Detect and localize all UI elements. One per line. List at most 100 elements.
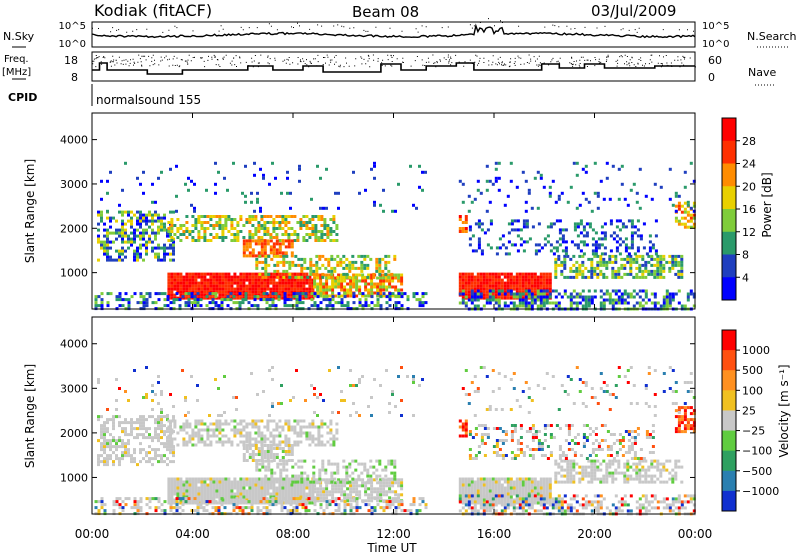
power-cell-973	[193, 295, 197, 299]
power-cell-22	[173, 284, 177, 288]
power-cell-356	[290, 272, 294, 276]
velocity-cell-1433	[650, 494, 654, 498]
velocity-cell-124	[209, 486, 213, 490]
velocity-cell-765	[509, 483, 513, 487]
power-cell-2169	[327, 260, 331, 264]
power-cell-2496	[501, 243, 505, 247]
power-cell-1628	[142, 231, 145, 235]
power-cell-1558	[121, 231, 124, 235]
power-cell-1460	[665, 301, 669, 305]
power-cell-1422	[635, 301, 639, 305]
power-cell-2779	[262, 176, 265, 180]
power-cell-962	[184, 292, 188, 296]
power-cell-1694	[163, 249, 166, 253]
velocity-cell-193	[233, 483, 237, 487]
power-cell-2312	[590, 275, 594, 279]
power-cell-1430	[641, 304, 645, 308]
velocity-cell-1578	[124, 445, 127, 449]
power-cell-2402	[647, 260, 651, 264]
power-cell-1537	[112, 258, 115, 262]
velocity-cell-1871	[254, 431, 258, 435]
velocity-cell-531	[361, 481, 365, 485]
power-cell-1114	[346, 301, 350, 305]
velocity-cell-834	[533, 480, 537, 484]
power-cell-2713	[458, 215, 462, 218]
power-cell-2369	[629, 254, 633, 258]
power-cell-16	[170, 293, 174, 297]
power-cell-1662	[154, 219, 157, 223]
velocity-cell-1497	[100, 436, 103, 440]
velocity-cell-713	[491, 483, 495, 487]
power-cell-1601	[136, 216, 139, 220]
power-cell-2638	[624, 225, 628, 229]
power-cell-1900	[278, 215, 282, 218]
velocity-cell-534	[364, 481, 368, 485]
power-cell-239	[248, 290, 252, 294]
power-cell-1453	[662, 301, 666, 305]
power-cell-305	[272, 278, 276, 282]
velocity-cell-903	[115, 497, 119, 501]
power-cell-400	[302, 296, 306, 300]
velocity-cell-1235	[485, 509, 489, 513]
power-cell-1565	[121, 258, 124, 262]
power-cell-2518	[522, 222, 526, 226]
velocity-cell-852	[539, 483, 543, 487]
power-cell-1918	[287, 221, 291, 224]
velocity-cell-897	[103, 509, 107, 513]
power-cell-521	[355, 282, 359, 286]
power-cell-2690	[680, 222, 684, 226]
power-cell-1553	[121, 213, 124, 217]
velocity-cell-636	[464, 492, 468, 496]
power-cell-2909	[635, 200, 639, 204]
power-cell-1861	[257, 221, 261, 224]
velocity-cell-739	[500, 483, 504, 487]
power-cell-280	[263, 278, 267, 282]
velocity-cell-845	[536, 489, 540, 493]
velocity-cell-1897	[269, 431, 273, 435]
velocity-cell-237	[248, 489, 252, 493]
velocity-cell-544	[367, 496, 371, 500]
velocity-cell-1085	[304, 506, 308, 510]
power-cell-1822	[230, 224, 234, 227]
velocity-cell-1114	[337, 503, 341, 507]
power-cell-1814	[224, 224, 228, 227]
power-cell-2201	[348, 266, 352, 270]
velocity-cell-1919	[281, 440, 285, 444]
power-cell-2514	[519, 228, 523, 232]
power-cell-684	[482, 272, 486, 276]
power-cell-1700	[166, 234, 169, 238]
power-cell-1172	[412, 295, 416, 299]
velocity-cell-670	[476, 489, 480, 493]
power-cell-2722	[464, 221, 468, 224]
power-cell-2214	[360, 260, 364, 264]
velocity-cell-1448	[665, 506, 669, 510]
velocity-cell-1084	[304, 503, 308, 507]
velocity-cell-720	[494, 477, 498, 481]
velocity-cell-1561	[118, 460, 121, 464]
power-cell-486	[340, 279, 344, 283]
power-cell-191	[233, 272, 237, 276]
power-cell-2085	[258, 260, 262, 264]
velocity-cell-942	[157, 500, 161, 504]
power-cell-1089	[319, 301, 323, 305]
power-cell-1146	[382, 292, 386, 296]
velocity-cell-472	[331, 496, 335, 500]
power-cell-2827	[461, 200, 465, 204]
power-cell-82	[194, 284, 198, 288]
velocity-cell-1435	[650, 506, 654, 510]
velocity-cell-793	[518, 492, 522, 496]
power-cell-909	[121, 298, 125, 302]
velocity-cell-493	[343, 484, 347, 488]
velocity-cell-1390	[611, 503, 615, 507]
velocity-cell-92	[197, 495, 201, 499]
power-cell-1350	[581, 298, 585, 302]
velocity-cell-1632	[145, 430, 148, 434]
velocity-cell-1905	[272, 443, 276, 447]
velocity-cell-488	[340, 490, 344, 494]
power-cell-2862	[536, 170, 540, 174]
power-cell-2117	[282, 275, 286, 279]
velocity-cell-89	[197, 486, 201, 490]
power-cell-1746	[185, 227, 189, 230]
power-cell-2087	[261, 260, 265, 264]
power-cell-2203	[348, 275, 352, 279]
